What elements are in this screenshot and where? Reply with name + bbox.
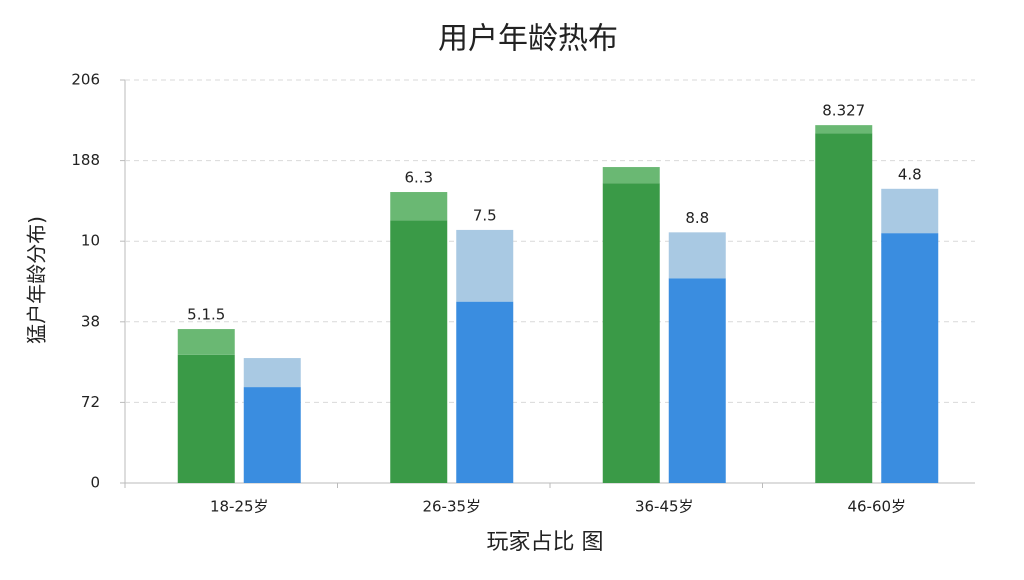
bar-segment	[881, 188, 939, 234]
y-tick-label: 0	[90, 474, 100, 492]
bar-segment	[177, 329, 235, 355]
y-tick-label: 10	[81, 232, 100, 250]
bar-segment	[881, 233, 939, 483]
y-tick-label: 72	[81, 393, 100, 411]
bar-segment	[815, 125, 873, 134]
x-tick-label: 26-35岁	[422, 498, 481, 516]
bar-segment	[456, 301, 514, 483]
chart-title: 用户年龄热布	[438, 22, 618, 57]
bar-segment	[602, 183, 660, 483]
x-tick-label: 36-45岁	[635, 498, 694, 516]
data-label: 4.8	[898, 165, 922, 183]
data-label: 7.5	[473, 206, 497, 224]
bar-segment	[390, 192, 448, 221]
y-tick-label: 188	[71, 151, 100, 169]
data-label: 8.8	[685, 209, 709, 227]
data-label: 5.1.5	[187, 306, 225, 324]
bar-segment	[815, 133, 873, 484]
bar-segment	[243, 358, 301, 388]
bar-segment	[456, 229, 514, 302]
bar-segment	[390, 220, 448, 483]
data-label: 8.327	[822, 102, 865, 120]
bar-segment	[602, 167, 660, 184]
y-tick-label: 206	[71, 71, 100, 89]
bar-segment	[668, 232, 726, 279]
y-axis-label: 猛户年龄分布)	[25, 216, 49, 344]
x-tick-label: 46-60岁	[847, 498, 906, 516]
y-tick-label: 38	[81, 312, 100, 330]
bar-segment	[177, 354, 235, 483]
data-label: 6..3	[404, 169, 433, 187]
bar-segment	[243, 387, 301, 483]
x-axis-label: 玩家占比 图	[487, 530, 604, 555]
bar-segment	[668, 278, 726, 483]
x-tick-label: 18-25岁	[210, 498, 269, 516]
